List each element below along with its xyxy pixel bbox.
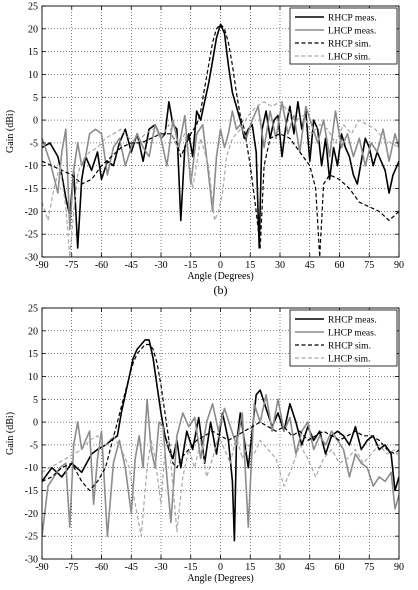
legend-label: LHCP sim. xyxy=(328,53,370,63)
y-tick-label: 0 xyxy=(33,418,38,429)
y-tick-label: -30 xyxy=(25,555,38,566)
series-group xyxy=(42,339,399,542)
panel-caption: (b) xyxy=(214,283,228,297)
y-axis-label: Gain (dBi) xyxy=(5,412,16,455)
x-tick-label: -60 xyxy=(95,562,108,573)
legend: RHCP meas. LHCP meas. RHCP sim. LHCP sim. xyxy=(289,7,398,65)
x-tick-label: -75 xyxy=(65,260,78,271)
x-tick-label: -75 xyxy=(65,562,78,573)
x-tick-label: 75 xyxy=(364,562,374,573)
y-tick-label: -5 xyxy=(30,440,38,451)
x-tick-label: -90 xyxy=(35,260,48,271)
y-tick-label: -5 xyxy=(30,138,38,149)
series-line-lhcp-meas xyxy=(42,393,399,538)
legend-label: RHCP meas. xyxy=(328,316,377,326)
legend-label: RHCP sim. xyxy=(328,40,371,50)
x-axis-label: Angle (Degrees) xyxy=(187,573,253,584)
x-tick-label: -45 xyxy=(125,562,138,573)
y-tick-label: -20 xyxy=(25,207,38,218)
series-line-lhcp-sim xyxy=(42,101,399,257)
x-tick-label: 45 xyxy=(305,260,315,271)
y-tick-label: -25 xyxy=(25,230,38,241)
y-tick-label: -25 xyxy=(25,532,38,543)
x-tick-label: 60 xyxy=(335,562,345,573)
legend-label: LHCP sim. xyxy=(328,355,370,365)
series-group xyxy=(42,23,399,257)
y-tick-label: -10 xyxy=(25,161,38,172)
x-tick-label: 15 xyxy=(245,260,255,271)
x-tick-label: 90 xyxy=(394,562,404,573)
x-tick-label: -60 xyxy=(95,260,108,271)
y-tick-label: 20 xyxy=(28,24,38,35)
y-tick-label: 0 xyxy=(33,116,38,127)
x-tick-label: 15 xyxy=(245,562,255,573)
x-tick-label: 30 xyxy=(275,562,285,573)
y-tick-label: -10 xyxy=(25,463,38,474)
x-tick-label: 45 xyxy=(305,562,315,573)
series-line-rhcp-meas xyxy=(42,23,399,249)
y-tick-label: 25 xyxy=(28,304,38,315)
y-axis-label: Gain (dBi) xyxy=(5,110,16,153)
x-tick-label: 0 xyxy=(218,260,223,271)
x-tick-label: 60 xyxy=(335,260,345,271)
x-tick-label: -45 xyxy=(125,260,138,271)
legend-label: RHCP meas. xyxy=(328,14,377,24)
series-line-lhcp-sim xyxy=(42,435,399,537)
y-tick-label: -30 xyxy=(25,253,38,264)
y-tick-label: -15 xyxy=(25,184,38,195)
y-tick-label: 5 xyxy=(33,93,38,104)
legend-label: LHCP meas. xyxy=(328,27,376,37)
x-tick-label: -90 xyxy=(35,562,48,573)
chart-panel-2: -90 -75 -60 -45 -30 -15 0 15 30 45 60 75 90 -30 -25 -20… xyxy=(5,304,404,585)
x-tick-label: -30 xyxy=(154,562,167,573)
x-tick-label: -15 xyxy=(184,562,197,573)
x-tick-label: 75 xyxy=(364,260,374,271)
x-tick-label: 0 xyxy=(218,562,223,573)
x-tick-label: 30 xyxy=(275,260,285,271)
y-tick-label: 10 xyxy=(28,70,38,81)
y-tick-label: -20 xyxy=(25,509,38,520)
series-line-lhcp-meas xyxy=(42,101,399,231)
y-tick-label: 15 xyxy=(28,349,38,360)
legend-label: RHCP sim. xyxy=(328,342,371,352)
legend: RHCP meas. LHCP meas. RHCP sim. LHCP sim. xyxy=(289,309,398,367)
x-tick-label: -30 xyxy=(154,260,167,271)
series-line-rhcp-sim xyxy=(42,343,399,492)
y-tick-label: 20 xyxy=(28,326,38,337)
y-tick-label: 25 xyxy=(28,2,38,13)
x-tick-label: 90 xyxy=(394,260,404,271)
x-axis-label: Angle (Degrees) xyxy=(187,271,253,282)
legend-label: LHCP meas. xyxy=(328,329,376,339)
y-tick-label: -15 xyxy=(25,486,38,497)
chart-panel-1: -90 -75 -60 -45 -30 -15 0 15 30 45 60 75 90 -30 -25 -20… xyxy=(5,2,404,298)
series-line-rhcp-sim xyxy=(42,23,399,257)
y-tick-label: 10 xyxy=(28,372,38,383)
y-tick-label: 5 xyxy=(33,395,38,406)
x-tick-label: -15 xyxy=(184,260,197,271)
y-tick-label: 15 xyxy=(28,47,38,58)
